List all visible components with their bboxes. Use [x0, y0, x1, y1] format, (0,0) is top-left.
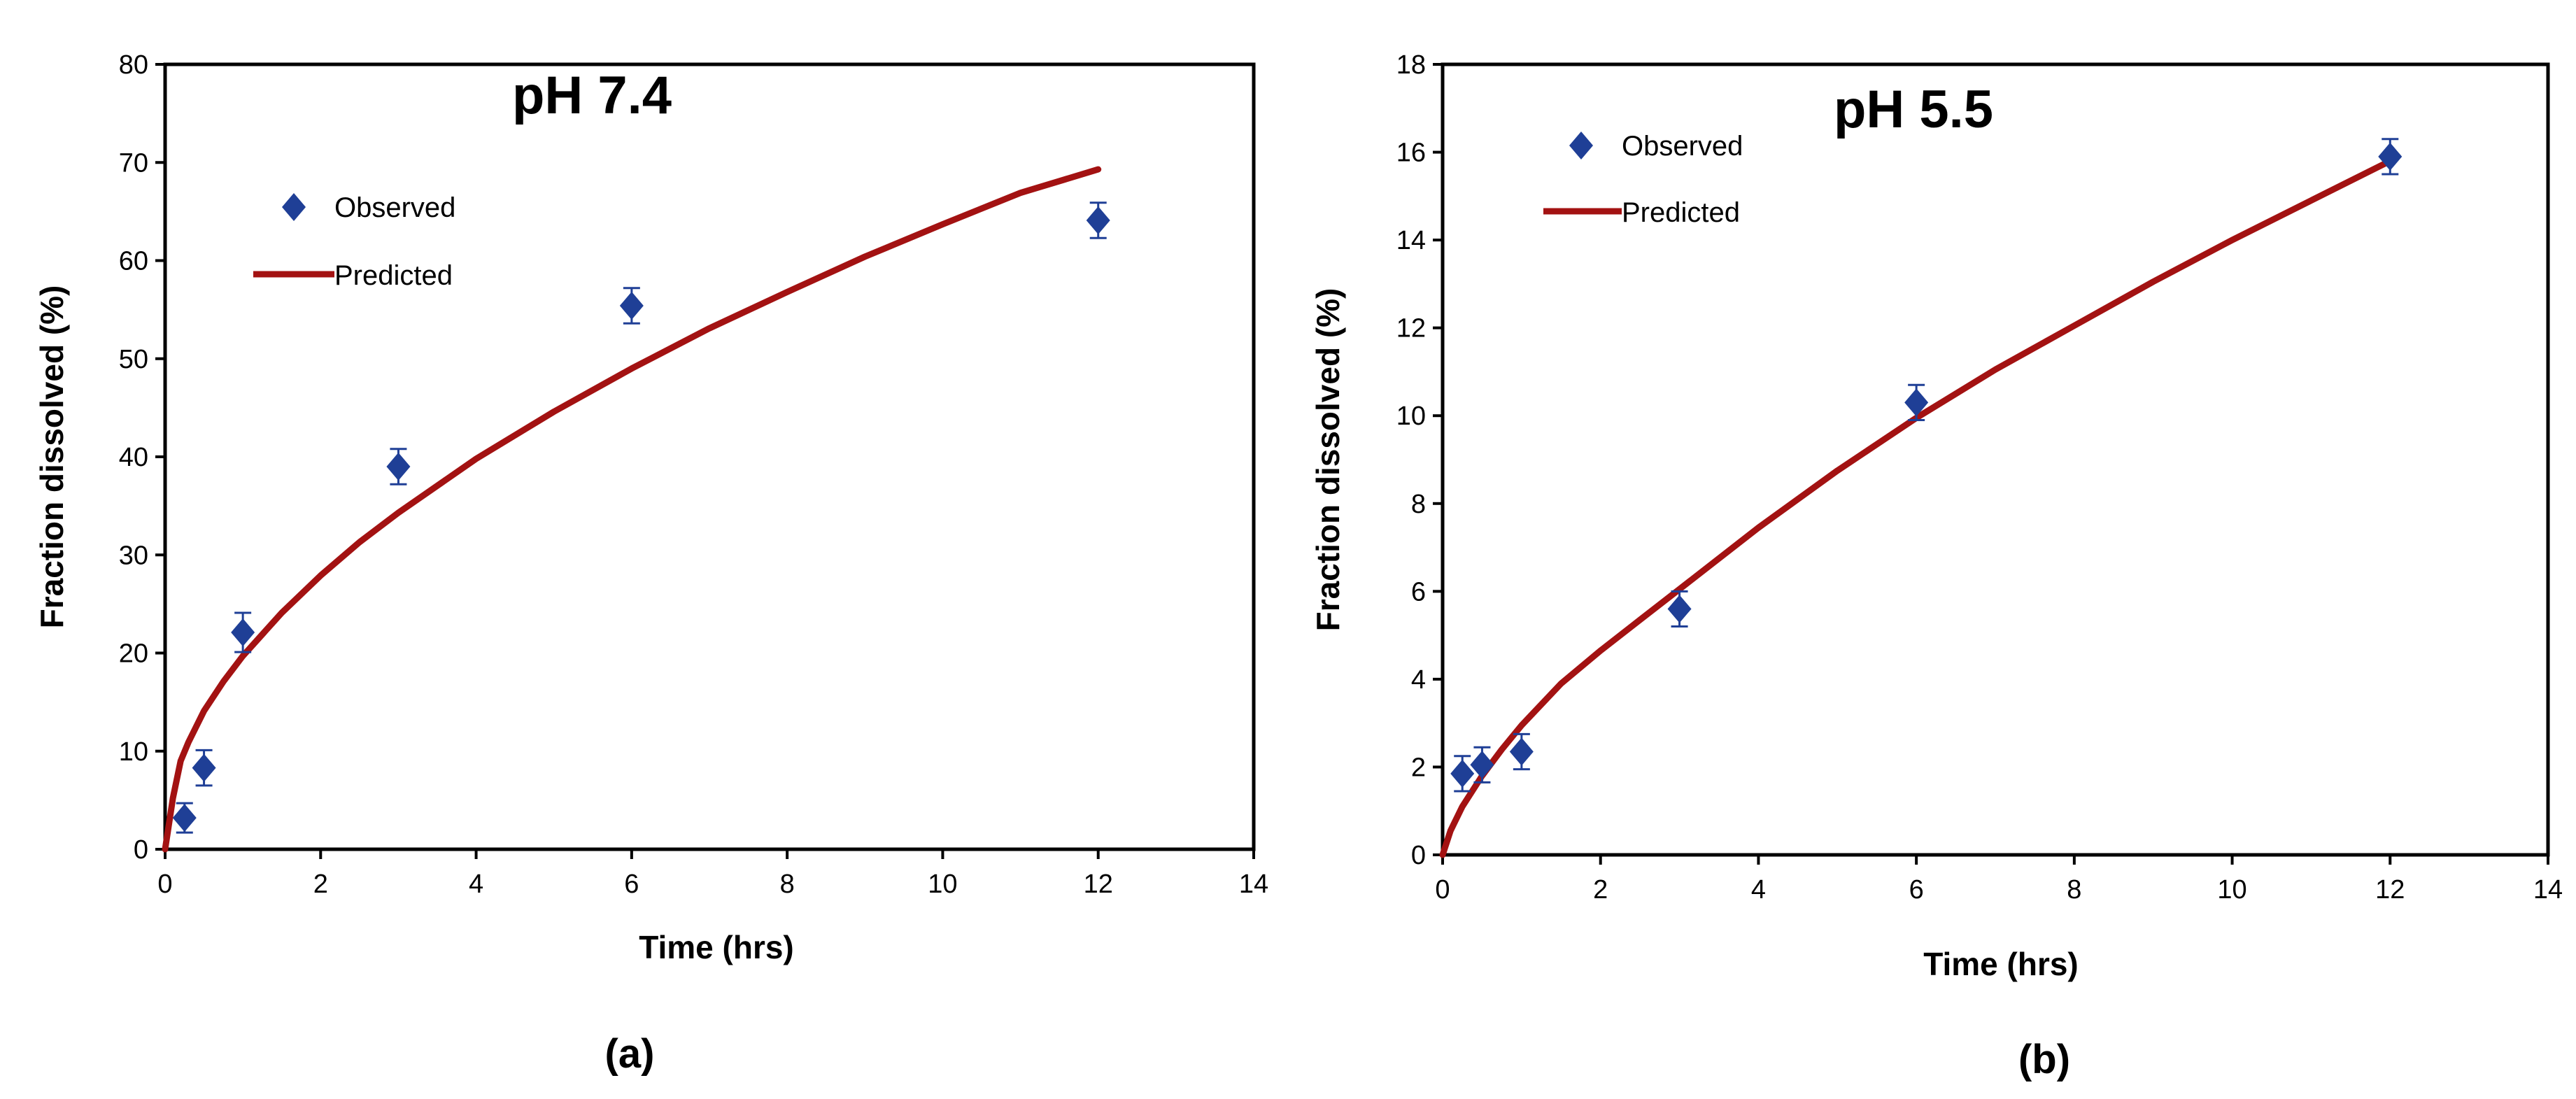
- observed-marker-b: [1667, 595, 1692, 623]
- observed-series-b: [1450, 138, 2402, 793]
- plot-area-a: [163, 62, 1256, 851]
- observed-marker-a: [386, 453, 411, 481]
- observed-marker-a: [1086, 206, 1110, 234]
- x-tick-label-a: 8: [780, 870, 795, 899]
- y-axis-title-b: Fraction dissolved (%): [1310, 288, 1346, 632]
- observed-point-a: [1086, 201, 1110, 239]
- x-tick-label-b: 6: [1909, 875, 1924, 905]
- x-tick-label-a: 10: [928, 870, 957, 899]
- observed-marker-b: [1904, 388, 1929, 417]
- y-tick-label-b: 12: [1396, 314, 1426, 343]
- legend-observed-marker-a: [282, 193, 306, 221]
- y-tick-label-b: 16: [1396, 139, 1426, 168]
- x-tick-label-a: 2: [313, 870, 328, 899]
- legend-observed-label-b: Observed: [1622, 131, 1743, 162]
- x-axis-title-b: Time (hrs): [1923, 946, 2079, 982]
- x-tick-label-b: 4: [1751, 875, 1766, 905]
- observed-point-a: [231, 611, 255, 653]
- plot-area-b: [1441, 62, 2550, 857]
- panel-a: 0 10 20 30 40 50 60 70 80 0 2 4 6 8 10 12 14 pH 7.4 Obs…: [34, 50, 1268, 1077]
- y-axis-title-a: Fraction dissolved (%): [34, 285, 70, 629]
- chart-title-b: pH 5.5: [1834, 80, 1993, 139]
- y-tick-label-b: 18: [1396, 50, 1426, 80]
- y-tick-label-b: 0: [1411, 841, 1426, 870]
- y-ticks-b: 0 2 4 6 8 10 12 14 16 18: [1396, 50, 1443, 870]
- x-tick-label-a: 6: [624, 870, 639, 899]
- observed-marker-b: [1470, 751, 1494, 779]
- observed-marker-b: [2378, 142, 2402, 171]
- observed-point-a: [619, 287, 644, 325]
- y-tick-label-b: 10: [1396, 402, 1426, 431]
- panel-label-a: (a): [605, 1031, 655, 1077]
- x-tick-label-b: 8: [2067, 875, 2081, 905]
- observed-marker-a: [231, 618, 255, 647]
- predicted-line-a: [162, 166, 1102, 853]
- observed-point-b: [1904, 383, 1929, 421]
- x-tick-label-b: 12: [2375, 875, 2405, 905]
- x-tick-label-b: 14: [2533, 875, 2563, 905]
- x-tick-label-b: 0: [1435, 875, 1450, 905]
- x-tick-label-a: 14: [1239, 870, 1268, 899]
- observed-point-a: [172, 802, 197, 834]
- y-tick-label-b: 2: [1411, 753, 1426, 782]
- predicted-series-a: [162, 166, 1102, 853]
- chart-title-a: pH 7.4: [512, 66, 672, 125]
- panel-b: 0 2 4 6 8 10 12 14 16 18 0 2 4 6 8 10 12 14 pH 5.5 Obser…: [1310, 50, 2563, 1082]
- legend-observed-label-a: Observed: [334, 192, 455, 223]
- observed-point-b: [1509, 732, 1534, 771]
- x-tick-label-a: 0: [157, 870, 172, 899]
- y-tick-label-b: 14: [1396, 226, 1426, 255]
- panel-label-b: (b): [2018, 1037, 2070, 1082]
- legend-a: Observed Predicted: [253, 192, 455, 291]
- observed-point-b: [1667, 590, 1692, 628]
- x-axis-title-a: Time (hrs): [639, 929, 794, 965]
- x-tick-label-a: 12: [1084, 870, 1113, 899]
- y-ticks-a: 0 10 20 30 40 50 60 70 80: [119, 50, 165, 865]
- observed-marker-a: [619, 292, 644, 320]
- y-tick-label-a: 30: [119, 541, 148, 570]
- x-tick-label-a: 4: [469, 870, 483, 899]
- observed-point-b: [2378, 138, 2402, 176]
- observed-marker-b: [1509, 737, 1534, 766]
- observed-point-a: [192, 749, 216, 787]
- observed-marker-a: [192, 753, 216, 782]
- legend-predicted-label-a: Predicted: [334, 260, 453, 291]
- legend-predicted-label-b: Predicted: [1622, 197, 1740, 228]
- y-tick-label-b: 6: [1411, 577, 1426, 607]
- y-tick-label-a: 50: [119, 345, 148, 374]
- x-tick-label-b: 10: [2217, 875, 2246, 905]
- y-tick-label-a: 0: [134, 835, 148, 865]
- y-tick-label-a: 10: [119, 737, 148, 767]
- x-ticks-b: 0 2 4 6 8 10 12 14: [1435, 855, 2563, 905]
- observed-point-b: [1470, 746, 1494, 784]
- observed-series-a: [172, 201, 1110, 834]
- legend-observed-marker-b: [1569, 132, 1593, 159]
- x-ticks-a: 0 2 4 6 8 10 12 14: [157, 849, 1268, 899]
- legend-b: Observed Predicted: [1543, 131, 1743, 228]
- y-tick-label-b: 8: [1411, 490, 1426, 519]
- y-tick-label-a: 40: [119, 443, 148, 472]
- y-tick-label-a: 60: [119, 247, 148, 276]
- x-tick-label-b: 2: [1593, 875, 1608, 905]
- observed-point-a: [386, 448, 411, 485]
- y-tick-label-a: 20: [119, 639, 148, 669]
- observed-point-b: [1450, 755, 1475, 793]
- observed-marker-a: [172, 804, 197, 832]
- y-tick-label-a: 70: [119, 148, 148, 178]
- observed-marker-b: [1450, 759, 1475, 788]
- y-tick-label-a: 80: [119, 50, 148, 80]
- y-tick-label-b: 4: [1411, 665, 1426, 695]
